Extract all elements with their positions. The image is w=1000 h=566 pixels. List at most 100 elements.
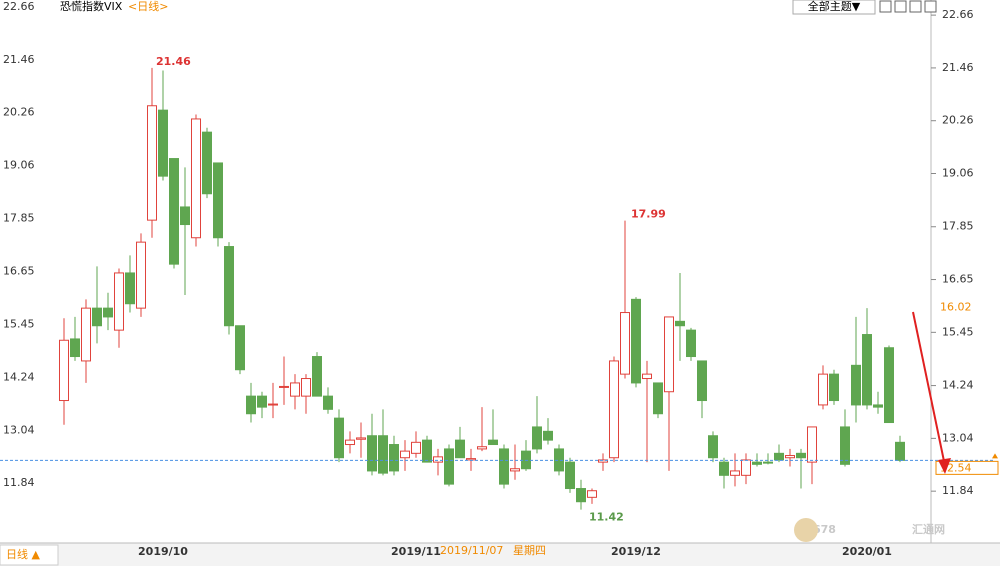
candle-body <box>785 455 795 459</box>
candle-body <box>400 450 410 459</box>
candle-body <box>180 206 190 226</box>
candle-body <box>840 426 850 465</box>
crosshair-weekday: 星期四 <box>513 544 546 557</box>
candle-body <box>235 325 245 371</box>
candle-body <box>301 378 311 397</box>
arrow <box>912 311 946 467</box>
candle-body <box>774 452 784 461</box>
candle-body <box>202 131 212 195</box>
candle-body <box>620 312 630 375</box>
candle-body <box>565 461 575 490</box>
y-tick-label: 16.65 <box>942 273 974 286</box>
candle-body <box>92 307 102 327</box>
peak-label: 17.99 <box>631 208 666 221</box>
candle-body <box>103 307 113 318</box>
candle-body <box>862 334 872 406</box>
y-tick-label: 14.24 <box>3 371 35 384</box>
period-button[interactable]: 日线 ▲ <box>6 547 40 561</box>
candle-body <box>884 347 894 424</box>
candle-body <box>367 435 377 472</box>
candle-body <box>642 373 652 380</box>
candle-body <box>169 158 179 265</box>
candle-body <box>895 441 905 461</box>
x-tick-label: 2019/11 <box>391 545 441 558</box>
candle-body <box>433 456 443 463</box>
y-tick-label: 22.66 <box>942 8 974 21</box>
candle-body <box>59 339 69 402</box>
candle-body <box>378 435 388 474</box>
y-tick-label: 14.24 <box>942 379 974 392</box>
candle-body <box>224 246 234 327</box>
candle-body <box>796 452 806 459</box>
candle-body <box>125 272 135 305</box>
y-tick-label: 15.45 <box>942 325 974 338</box>
candle-body <box>279 385 289 388</box>
candle-body <box>576 488 586 503</box>
candle-body <box>213 162 223 239</box>
candle-body <box>422 439 432 463</box>
candle-body <box>708 435 718 459</box>
candle-body <box>246 395 256 415</box>
y-tick-label: 11.84 <box>942 484 974 497</box>
candle-body <box>411 441 421 454</box>
period-label: <日线> <box>128 0 168 13</box>
candle-body <box>334 417 344 459</box>
watermark: 汇通网 <box>912 523 945 536</box>
candle-body <box>631 298 641 384</box>
period-button-box[interactable] <box>0 544 59 566</box>
candle-body <box>719 461 729 476</box>
candle-body <box>807 426 817 463</box>
candle-body <box>477 446 487 450</box>
theme-button[interactable]: 全部主题▼ <box>808 0 861 13</box>
candle-body <box>290 382 300 397</box>
candle-body <box>158 109 168 177</box>
candle-body <box>554 448 564 472</box>
candle-body <box>147 105 157 221</box>
candle-body <box>851 364 861 406</box>
y-tick-label: 17.85 <box>942 220 974 233</box>
candle-body <box>818 373 828 406</box>
candle-body <box>466 458 476 461</box>
candle-body <box>257 395 267 408</box>
candle-body <box>488 439 498 446</box>
crosshair-value: 16.02 <box>940 300 972 313</box>
x-tick-label: 2019/10 <box>138 545 188 558</box>
candle-body <box>70 338 80 358</box>
chart-title: 恐慌指数VIX <box>60 0 123 13</box>
watermark-logo <box>794 518 818 542</box>
candle-body <box>543 430 553 441</box>
candle-body <box>609 360 619 459</box>
last-price-marker <box>992 453 998 459</box>
candle-body <box>532 426 542 450</box>
y-tick-label: 13.04 <box>942 431 974 444</box>
candle-body <box>675 320 685 327</box>
candle-body <box>664 316 674 393</box>
x-tick-label: 2020/01 <box>842 545 892 558</box>
tool-icons[interactable] <box>879 0 937 13</box>
crosshair-date: 2019/11/07 <box>440 544 503 557</box>
candle-body <box>81 307 91 362</box>
candle-body <box>444 448 454 485</box>
candle-body <box>114 272 124 331</box>
candle-body <box>312 356 322 397</box>
candle-body <box>455 439 465 459</box>
max-label: 21.46 <box>156 55 191 68</box>
y-tick-label: 16.65 <box>3 265 35 278</box>
candle-body <box>389 444 399 472</box>
y-tick-label: 13.04 <box>3 423 35 436</box>
y-tick-label: 20.26 <box>3 106 35 119</box>
candle-body <box>763 461 773 464</box>
candle-body <box>587 490 597 498</box>
theme-button-box[interactable] <box>792 0 876 15</box>
candle-body <box>686 329 696 358</box>
x-tick-label: 2019/12 <box>611 545 661 558</box>
candle-body <box>510 468 520 472</box>
candle-body <box>136 241 146 309</box>
candle-body <box>741 459 751 476</box>
min-label: 11.42 <box>589 511 624 524</box>
candle-body <box>499 448 509 485</box>
candle-body <box>730 470 740 476</box>
candle-body <box>752 461 762 465</box>
y-tick-label: 22.66 <box>3 0 35 13</box>
candle-body <box>697 360 707 402</box>
